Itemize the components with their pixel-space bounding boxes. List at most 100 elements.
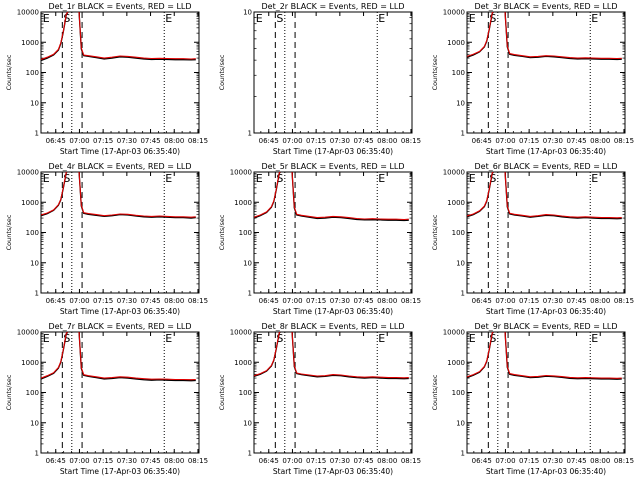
plot-frame <box>253 171 413 294</box>
x-tick-label: 06:45 <box>46 457 66 465</box>
x-tick-label: 06:45 <box>259 457 279 465</box>
detector-panel: Det_5r BLACK = Events, RED = LLD Counts/s… <box>218 162 421 316</box>
series-lld-line <box>41 12 196 61</box>
x-tick-label: 06:45 <box>472 297 492 305</box>
x-tick-label: 07:30 <box>543 297 563 305</box>
x-tick-label: 08:00 <box>377 457 397 465</box>
event-marker-label: S <box>63 12 70 25</box>
series-group <box>467 332 622 380</box>
y-tick-label: 10 <box>30 99 39 107</box>
event-marker-label: E <box>165 172 172 185</box>
detector-panel: Det_9r BLACK = Events, RED = LLD Counts/s… <box>431 322 634 476</box>
y-axis-label: Counts/sec <box>218 54 226 90</box>
event-marker-label: S <box>63 172 70 185</box>
y-axis-label: Counts/sec <box>5 214 13 250</box>
plot-frame <box>466 11 626 134</box>
detector-panel: Det_1r BLACK = Events, RED = LLD Counts/s… <box>5 2 208 156</box>
y-tick-label: 1 <box>461 290 465 298</box>
detector-panel: Det_3r BLACK = Events, RED = LLD Counts/s… <box>431 2 634 156</box>
x-tick-label: 07:00 <box>69 137 89 145</box>
y-tick-label: 1000 <box>234 359 252 367</box>
x-axis-label: Start Time (17-Apr-03 06:35:40) <box>60 307 180 316</box>
x-tick-label: 07:00 <box>69 457 89 465</box>
x-axis-label: Start Time (17-Apr-03 06:35:40) <box>486 307 606 316</box>
x-tick-label: 08:15 <box>188 137 208 145</box>
detector-panel: Det_7r BLACK = Events, RED = LLD Counts/s… <box>5 322 208 476</box>
panel-title: Det_5r BLACK = Events, RED = LLD <box>261 162 404 171</box>
y-tick-label: 10000 <box>17 9 39 17</box>
event-marker-label: S <box>489 332 496 345</box>
y-tick-label: 10000 <box>230 329 252 337</box>
x-tick-label: 07:45 <box>140 137 160 145</box>
series-group <box>254 332 409 380</box>
y-tick-label: 10000 <box>17 329 39 337</box>
y-tick-label: 10 <box>456 259 465 267</box>
panel-title: Det_3r BLACK = Events, RED = LLD <box>474 2 617 11</box>
y-axis-label: Counts/sec <box>431 54 439 90</box>
x-tick-label: 08:15 <box>614 297 634 305</box>
x-tick-label: 07:45 <box>140 297 160 305</box>
y-tick-label: 10000 <box>443 329 465 337</box>
panel-title: Det_9r BLACK = Events, RED = LLD <box>474 322 617 331</box>
y-tick-label: 1000 <box>447 359 465 367</box>
x-tick-label: 07:15 <box>519 137 539 145</box>
detector-panel: Det_2r BLACK = Events, RED = LLD Counts/s… <box>218 2 421 156</box>
x-tick-label: 07:15 <box>306 297 326 305</box>
x-tick-label: 07:15 <box>93 137 113 145</box>
x-axis-label: Start Time (17-Apr-03 06:35:40) <box>273 467 393 476</box>
x-tick-label: 07:00 <box>69 297 89 305</box>
event-marker-label: E <box>43 12 50 25</box>
y-axis-label: Counts/sec <box>431 214 439 250</box>
x-tick-label: 08:15 <box>188 297 208 305</box>
x-tick-label: 07:45 <box>353 137 373 145</box>
y-tick-label: 1 <box>248 290 252 298</box>
panel-title: Det_2r BLACK = Events, RED = LLD <box>261 2 404 11</box>
x-tick-label: 07:15 <box>306 137 326 145</box>
y-axis-label: Counts/sec <box>218 214 226 250</box>
event-marker-label: E <box>591 12 598 25</box>
x-tick-label: 07:30 <box>330 457 350 465</box>
x-tick-label: 08:00 <box>590 457 610 465</box>
event-marker-label: E <box>591 332 598 345</box>
x-tick-label: 08:00 <box>377 137 397 145</box>
event-marker-label: E <box>165 12 172 25</box>
event-marker-label: E <box>256 172 263 185</box>
x-tick-label: 07:15 <box>519 457 539 465</box>
x-tick-label: 07:00 <box>495 457 515 465</box>
event-marker-label: S <box>489 172 496 185</box>
x-tick-label: 06:45 <box>46 137 66 145</box>
x-tick-label: 08:15 <box>401 137 421 145</box>
x-tick-label: 08:15 <box>614 137 634 145</box>
series-lld-line <box>254 172 409 221</box>
event-marker-label: E <box>378 12 385 25</box>
y-tick-label: 10 <box>456 419 465 427</box>
series-group <box>41 172 196 219</box>
y-tick-label: 100 <box>26 69 39 77</box>
x-tick-label: 07:45 <box>566 137 586 145</box>
event-marker-label: E <box>591 172 598 185</box>
x-tick-label: 08:15 <box>614 457 634 465</box>
y-tick-label: 1 <box>35 130 39 138</box>
y-axis-label: Counts/sec <box>431 374 439 410</box>
detector-panel: Det_8r BLACK = Events, RED = LLD Counts/s… <box>218 322 421 476</box>
x-tick-label: 08:15 <box>188 457 208 465</box>
y-tick-label: 10000 <box>443 9 465 17</box>
x-tick-label: 07:15 <box>93 297 113 305</box>
y-tick-label: 100 <box>239 389 252 397</box>
x-tick-label: 07:30 <box>117 457 137 465</box>
y-tick-label: 1 <box>461 130 465 138</box>
detector-panel: Det_4r BLACK = Events, RED = LLD Counts/s… <box>5 162 208 316</box>
event-marker-label: S <box>489 12 496 25</box>
x-tick-label: 07:15 <box>306 457 326 465</box>
panel-title: Det_7r BLACK = Events, RED = LLD <box>48 322 191 331</box>
event-marker-label: E <box>43 332 50 345</box>
x-axis-label: Start Time (17-Apr-03 06:35:40) <box>486 147 606 156</box>
event-marker-label: S <box>276 172 283 185</box>
x-tick-label: 07:45 <box>566 297 586 305</box>
x-axis-label: Start Time (17-Apr-03 06:35:40) <box>273 307 393 316</box>
x-tick-label: 07:30 <box>330 137 350 145</box>
y-tick-label: 100 <box>452 389 465 397</box>
y-tick-label: 100 <box>452 69 465 77</box>
x-tick-label: 08:15 <box>401 457 421 465</box>
x-tick-label: 07:00 <box>282 297 302 305</box>
